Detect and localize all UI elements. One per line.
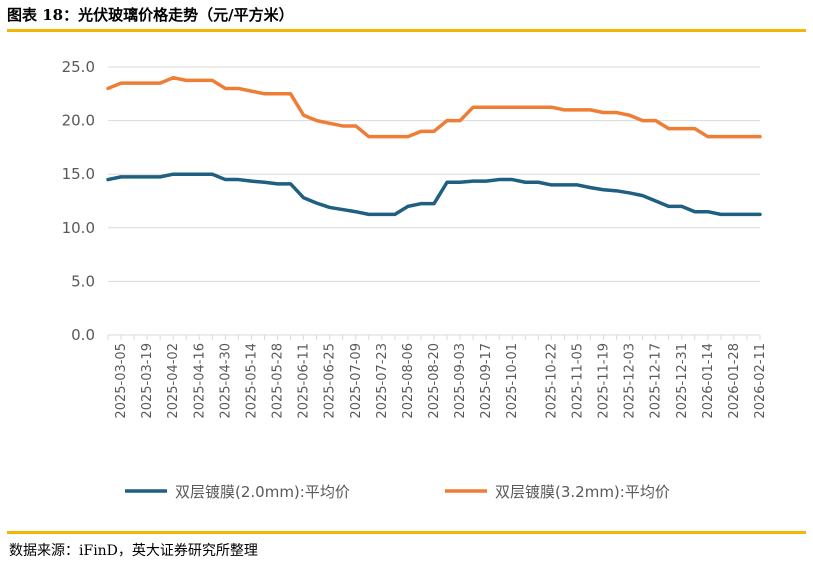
y-tick-label: 15.0 [62, 165, 95, 183]
x-tick-label: 2025-11-05 [570, 343, 585, 419]
y-tick-label: 25.0 [62, 58, 95, 76]
y-tick-label: 10.0 [62, 219, 95, 237]
y-tick-label: 5.0 [71, 272, 95, 290]
x-tick-label: 2025-11-19 [597, 343, 612, 419]
x-tick-label: 2025-07-23 [375, 343, 390, 419]
x-tick-label: 2025-04-30 [218, 343, 233, 419]
x-tick-label: 2025-10-22 [544, 343, 559, 419]
x-tick-label: 2025-07-09 [349, 343, 364, 419]
legend-label-2: 双层镀膜(3.2mm):平均价 [495, 483, 670, 501]
x-axis [107, 334, 761, 340]
top-accent-rule [7, 29, 806, 32]
x-tick-label: 2026-01-28 [727, 343, 742, 419]
legend: 双层镀膜(2.0mm):平均价 双层镀膜(3.2mm):平均价 [125, 483, 670, 501]
x-tick-label: 2025-06-25 [323, 343, 338, 419]
x-tick-label: 2025-09-03 [453, 343, 468, 419]
x-tick-label: 2025-08-20 [427, 343, 442, 419]
x-tick-label: 2025-06-11 [297, 343, 312, 419]
x-tick-label: 2025-05-28 [271, 343, 286, 419]
x-tick-label: 2025-12-17 [649, 343, 664, 419]
y-axis-tick-labels: 0.0 5.0 10.0 15.0 20.0 25.0 [62, 58, 95, 344]
bottom-accent-rule [7, 531, 806, 534]
x-tick-label: 2025-04-16 [192, 343, 207, 419]
x-tick-label: 2025-10-01 [505, 343, 520, 419]
figure-title: 图表 18：光伏玻璃价格走势（元/平方米） [7, 6, 294, 24]
x-tick-label: 2026-01-14 [701, 343, 716, 419]
y-tick-label: 0.0 [71, 326, 95, 344]
x-tick-label: 2025-08-06 [401, 343, 416, 419]
series-line-1 [106, 172, 762, 217]
y-tick-label: 20.0 [62, 112, 95, 130]
series-line-2 [106, 75, 762, 139]
x-tick-label: 2025-12-31 [675, 343, 690, 419]
x-tick-label: 2025-04-02 [166, 343, 181, 419]
x-tick-label: 2026-02-11 [753, 343, 768, 419]
x-tick-label: 2025-12-03 [623, 343, 638, 419]
x-tick-label: 2025-09-17 [479, 343, 494, 419]
x-tick-label: 2025-03-19 [140, 343, 155, 419]
series-lines [106, 75, 762, 217]
source-note: 数据来源：iFinD，英大证券研究所整理 [9, 543, 258, 559]
x-tick-label: 2025-03-05 [114, 343, 129, 419]
x-tick-label: 2025-05-14 [244, 343, 259, 419]
legend-label-1: 双层镀膜(2.0mm):平均价 [175, 483, 350, 501]
x-axis-tick-labels: 2025-03-05 2025-03-19 2025-04-02 2025-04-16… [114, 343, 768, 419]
